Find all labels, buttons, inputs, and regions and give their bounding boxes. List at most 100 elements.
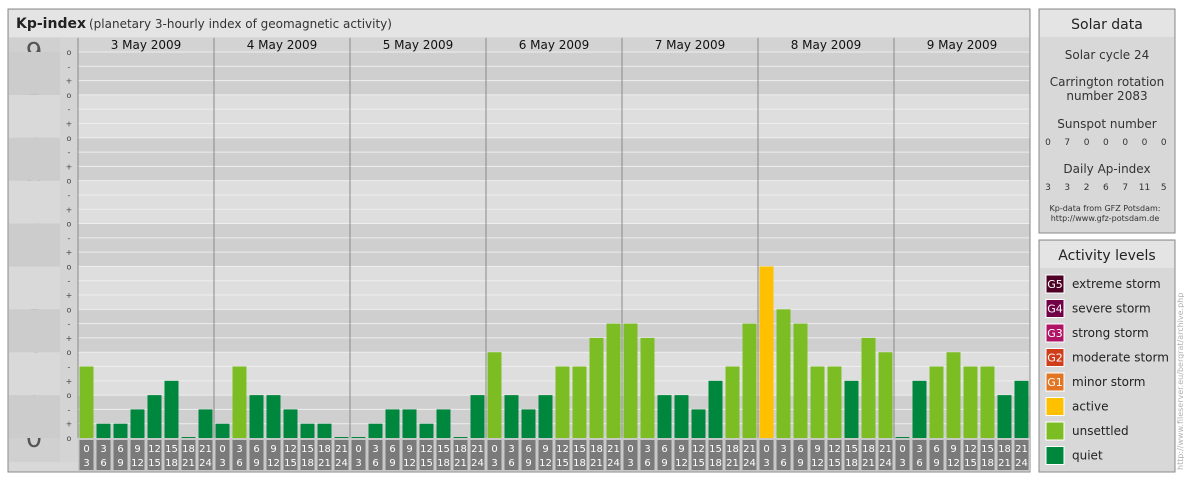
hour-start-label: 12	[148, 444, 161, 455]
hour-start-label: 3	[916, 444, 922, 455]
axis-band	[9, 52, 60, 95]
legend-badge: G3	[1047, 327, 1063, 340]
kp-bar	[266, 395, 281, 438]
sunspot-value: 0	[1122, 138, 1128, 148]
hour-cell	[130, 440, 145, 470]
kp-bar	[164, 380, 179, 438]
hour-start-label: 0	[899, 444, 905, 455]
kp-bar	[147, 395, 162, 438]
hour-end-label: 3	[899, 458, 905, 469]
y-minor-tick-label: o	[67, 134, 72, 143]
hour-end-label: 12	[403, 458, 416, 469]
hour-end-label: 3	[627, 458, 633, 469]
hour-start-label: 15	[709, 444, 722, 455]
y-minor-tick-label: +	[66, 420, 73, 429]
kp-bar	[708, 380, 723, 438]
hour-cell	[283, 440, 298, 470]
kp-bar	[810, 366, 825, 438]
y-minor-tick-label: -	[68, 191, 71, 200]
hour-cell	[385, 440, 400, 470]
axis-band	[9, 395, 60, 438]
y-minor-tick-label: o	[67, 305, 72, 314]
hour-cell	[674, 440, 689, 470]
y-axis-minor-column	[60, 38, 78, 462]
hour-cell	[232, 440, 247, 470]
axis-band	[9, 309, 60, 353]
ap-value: 5	[1161, 183, 1167, 193]
hour-cell	[844, 440, 859, 470]
hour-cell	[96, 440, 111, 470]
y-minor-tick-label: o	[67, 348, 72, 357]
hour-start-label: 15	[437, 444, 450, 455]
hour-start-label: 3	[236, 444, 242, 455]
kp-bar	[759, 266, 774, 438]
hour-start-label: 21	[335, 444, 348, 455]
kp-bar	[572, 366, 587, 438]
kp-bar	[79, 366, 94, 438]
legend-badge: G1	[1047, 376, 1063, 389]
axis-band	[9, 352, 60, 396]
hour-start-label: 12	[556, 444, 569, 455]
hour-start-label: 21	[607, 444, 620, 455]
hour-start-label: 0	[219, 444, 225, 455]
y-minor-tick-label: -	[68, 62, 71, 71]
band	[78, 52, 1030, 95]
hour-end-label: 12	[131, 458, 144, 469]
hour-start-label: 6	[389, 444, 395, 455]
hour-start-label: 21	[471, 444, 484, 455]
hour-cell	[861, 440, 876, 470]
hour-start-label: 0	[627, 444, 633, 455]
hour-cell	[895, 440, 910, 470]
kp-bar	[521, 409, 536, 438]
y-minor-tick-label: +	[66, 77, 73, 86]
hour-start-label: 18	[454, 444, 467, 455]
kp-bar	[453, 437, 468, 438]
hour-cell	[691, 440, 706, 470]
hour-end-label: 6	[780, 458, 786, 469]
sunspot-value: 0	[1103, 138, 1109, 148]
legend-label: moderate storm	[1072, 351, 1169, 365]
hour-end-label: 3	[83, 458, 89, 469]
hour-start-label: 15	[981, 444, 994, 455]
chart-header-bar	[9, 10, 1029, 37]
hour-labels: 0336699121215151818212124033669912121515…	[78, 438, 1030, 471]
hour-cell	[249, 440, 264, 470]
hour-cell	[215, 440, 230, 470]
kp-bar	[504, 395, 519, 438]
hour-cell	[300, 440, 315, 470]
y-minor-tick-label: -	[68, 105, 71, 114]
hour-cell	[538, 440, 553, 470]
kp-bar	[589, 337, 604, 438]
legend-badge: G2	[1047, 352, 1063, 365]
hour-start-label: 21	[1015, 444, 1028, 455]
hour-end-label: 15	[556, 458, 569, 469]
hour-cell	[266, 440, 281, 470]
y-minor-tick-label: -	[68, 234, 71, 243]
band	[78, 180, 1030, 224]
hour-cell	[946, 440, 961, 470]
kp-bar	[232, 366, 247, 438]
band	[78, 266, 1030, 310]
hour-start-label: 9	[814, 444, 820, 455]
axis-band	[9, 223, 60, 267]
kp-bar	[980, 366, 995, 438]
legend-swatch	[1045, 299, 1065, 318]
hour-end-label: 3	[219, 458, 225, 469]
hour-cell	[776, 440, 791, 470]
hour-cell	[657, 440, 672, 470]
source-line1: Kp-data from GFZ Potsdam:	[1050, 204, 1161, 213]
legend-label: extreme storm	[1072, 277, 1161, 291]
ap-value: 6	[1103, 183, 1109, 193]
hour-end-label: 24	[743, 458, 756, 469]
legend-items: G5 extreme storm G4 severe storm G3 strong st…	[1045, 274, 1169, 465]
kp-bar	[283, 409, 298, 438]
sunspot-values: 0 7 0 0 0 0 0	[1045, 138, 1167, 148]
source-line2: http://www.gfz-potsdam.de	[1051, 214, 1160, 223]
ap-title: Daily Ap-index	[1063, 162, 1150, 176]
kp-bar	[351, 437, 366, 438]
hour-end-label: 21	[318, 458, 331, 469]
hour-end-label: 15	[964, 458, 977, 469]
watermark: http://www.fileserver.eu/bergrat/archive…	[1176, 293, 1184, 470]
legend-swatch	[1045, 397, 1065, 416]
hour-start-label: 18	[590, 444, 603, 455]
